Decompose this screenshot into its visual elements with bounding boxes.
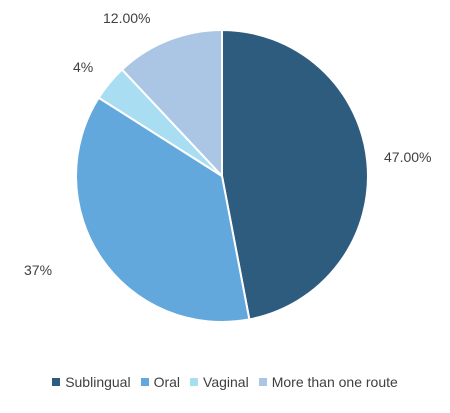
pie-slice-sublingual [221,28,369,321]
legend-label: Oral [153,374,181,390]
legend-swatch [140,378,149,386]
legend-swatch [190,378,199,386]
pie-slices [75,28,369,323]
legend-label: More than one route [271,374,398,390]
legend-label: Vaginal [203,374,249,390]
pie-slice-oral [75,96,251,323]
data-label-oral: 37% [24,262,52,278]
legend-item-more-than-one-route: More than one route [258,374,398,390]
legend-item-sublingual: Sublingual [52,374,131,390]
legend-swatch [52,378,61,386]
legend: Sublingual Oral Vaginal More than one route [0,374,450,390]
legend-item-vaginal: Vaginal [190,374,249,390]
data-label-sublingual: 47.00% [384,149,431,165]
data-labels: 47.00% 37% 4% 12.00% [24,10,431,278]
legend-swatch [258,378,267,386]
data-label-more-than-one-route: 12.00% [103,10,150,26]
pie-slice-more-than-one-route [120,28,223,179]
legend-item-oral: Oral [140,374,181,390]
legend-label: Sublingual [65,374,131,390]
data-label-vaginal: 4% [73,59,93,75]
